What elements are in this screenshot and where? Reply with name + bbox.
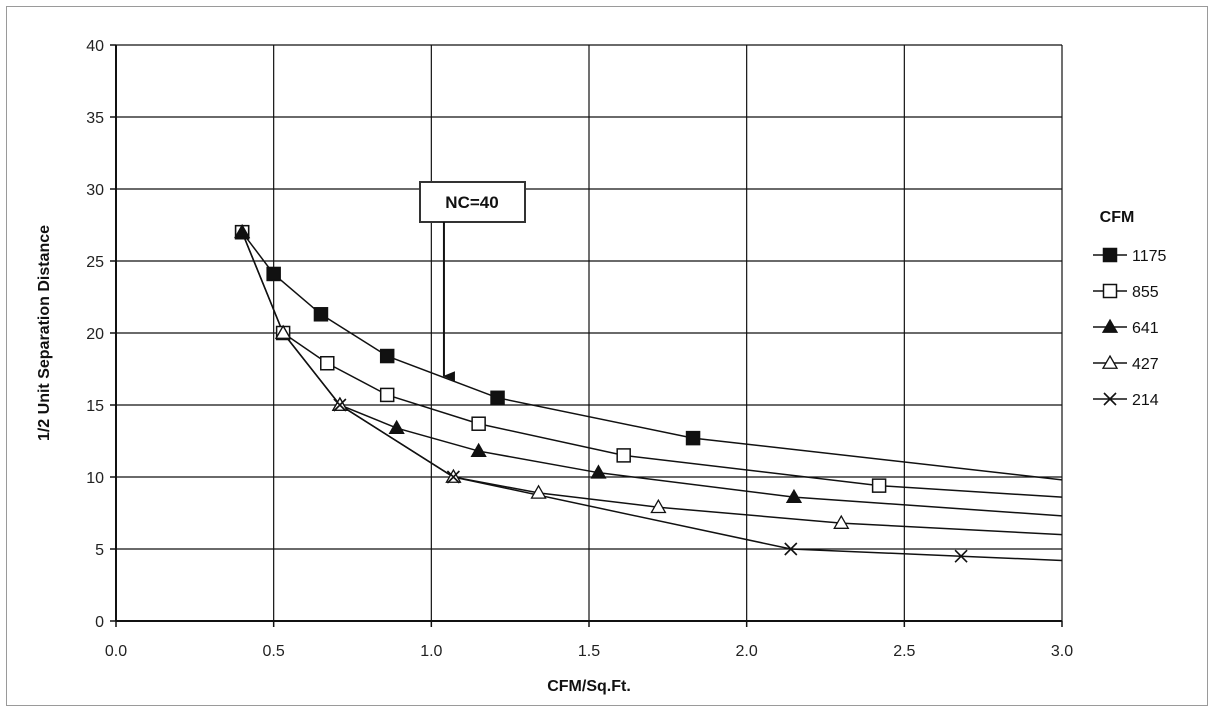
- data-point-855: [871, 478, 887, 493]
- series-markers: [234, 223, 968, 563]
- x-tick-label: 0.5: [263, 643, 285, 660]
- y-tick-label: 20: [86, 326, 104, 343]
- x-tick-label: 1.0: [420, 643, 442, 660]
- data-point-1175: [685, 430, 701, 446]
- legend-marker: [1102, 283, 1118, 299]
- x-tick-label: 0.0: [105, 643, 127, 660]
- legend-marker: [1102, 247, 1118, 263]
- data-point-1175: [379, 348, 395, 364]
- data-point-855: [471, 416, 486, 431]
- data-point-1175: [490, 390, 505, 406]
- y-tick-label: 5: [95, 542, 104, 559]
- data-point-855: [616, 448, 631, 463]
- legend-item-214: 214: [1093, 392, 1159, 409]
- series-line-855: [241, 231, 1063, 498]
- data-point-427: [275, 324, 292, 339]
- data-point-214: [333, 398, 347, 412]
- data-point-855: [379, 387, 395, 403]
- legend-label: 427: [1132, 356, 1159, 373]
- legend-marker: [1103, 392, 1117, 406]
- legend-item-641: 641: [1093, 318, 1159, 337]
- legend-label: 214: [1132, 392, 1159, 409]
- x-axis-title: CFM/Sq.Ft.: [547, 678, 631, 695]
- data-point-1175: [313, 307, 329, 322]
- data-point-641: [785, 488, 803, 504]
- tick-labels: 0 5 10 15 20 25 30 35 40 0.0 0.5 1.0 1.5 2.0 2.5 3.0: [86, 38, 1073, 660]
- y-tick-label: 40: [86, 38, 104, 55]
- data-point-214: [446, 470, 460, 484]
- y-tick-label: 30: [86, 182, 104, 199]
- legend-label: 1175: [1132, 248, 1167, 265]
- x-tick-label: 2.5: [893, 643, 915, 660]
- legend: CFM 1175 855 641 427 214: [1093, 209, 1167, 409]
- legend-item-855: 855: [1093, 283, 1159, 301]
- y-tick-label: 0: [95, 614, 104, 631]
- data-point-641: [234, 223, 251, 239]
- nc-callout: NC=40: [419, 181, 526, 382]
- data-point-641: [470, 442, 487, 457]
- y-tick-label: 35: [86, 110, 104, 127]
- data-point-641: [388, 419, 405, 434]
- y-tick-label: 10: [86, 470, 104, 487]
- legend-title: CFM: [1100, 209, 1135, 226]
- legend-marker: [1101, 354, 1119, 369]
- x-tick-label: 2.0: [736, 643, 758, 660]
- data-point-214: [954, 549, 968, 563]
- grid: [116, 44, 1063, 621]
- x-tick-label: 3.0: [1051, 643, 1073, 660]
- data-point-427: [833, 514, 850, 529]
- chart-frame: [6, 6, 1208, 706]
- legend-label: 641: [1132, 320, 1159, 337]
- legend-label: 855: [1132, 284, 1159, 301]
- nc-callout-label: NC=40: [445, 193, 498, 212]
- legend-item-427: 427: [1093, 354, 1159, 373]
- y-tick-label: 15: [86, 398, 104, 415]
- y-tick-label: 25: [86, 254, 104, 271]
- data-point-641: [590, 464, 607, 479]
- data-point-855: [320, 355, 335, 371]
- data-point-214: [784, 542, 798, 556]
- legend-item-1175: 1175: [1093, 247, 1167, 265]
- data-point-427: [530, 484, 547, 499]
- legend-marker: [1101, 318, 1119, 333]
- y-axis-title: 1/2 Unit Separation Distance: [36, 225, 53, 441]
- nc-callout-box: [419, 181, 526, 223]
- data-point-427: [650, 498, 667, 514]
- series-line-1175: [241, 231, 1063, 481]
- data-point-1175: [266, 266, 281, 282]
- series-line-641: [241, 231, 1063, 517]
- x-tick-label: 1.5: [578, 643, 600, 660]
